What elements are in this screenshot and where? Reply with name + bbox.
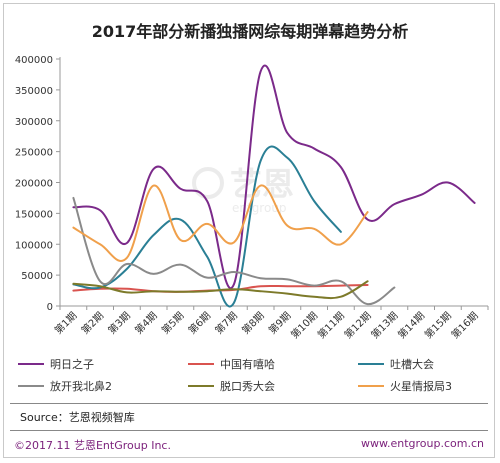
- y-tick-label: 300000: [15, 117, 53, 128]
- legend-swatch: [188, 385, 214, 387]
- legend-item: 放开我北鼻2: [18, 378, 112, 394]
- legend-swatch: [358, 363, 384, 365]
- legend-label: 中国有嘻哈: [220, 358, 275, 371]
- y-tick-label: 0: [47, 302, 53, 313]
- divider: [10, 403, 488, 404]
- legend-item: 明日之子: [18, 356, 94, 372]
- x-tick-label: 第6期: [185, 309, 213, 337]
- divider: [10, 430, 488, 431]
- x-tick-label: 第14期: [395, 309, 427, 341]
- footer-copyright: ©2017.11 艺恩EntGroup Inc.: [14, 439, 171, 452]
- legend-label: 脱口秀大会: [220, 380, 275, 393]
- watermark: 艺恩 entgroup: [192, 165, 294, 215]
- x-tick-label: 第12期: [341, 309, 373, 341]
- series-line-3: [72, 145, 342, 308]
- series-line-5: [72, 280, 369, 300]
- legend-label: 火星情报局3: [390, 380, 452, 393]
- series-line-4: [72, 196, 396, 306]
- y-tick-label: 200000: [15, 179, 53, 190]
- legend-label: 吐槽大会: [390, 358, 434, 371]
- legend-swatch: [188, 363, 214, 365]
- x-tick-label: 第11期: [315, 309, 347, 341]
- watermark-text: 艺恩: [230, 165, 294, 203]
- x-tick-label: 第5期: [159, 309, 187, 337]
- source-text: Source：艺恩视频智库: [20, 411, 135, 424]
- footer-website: www.entgroup.com.cn: [361, 437, 484, 450]
- chart-title: 2017年部分新播独播网综每期弹幕趋势分析: [91, 22, 409, 41]
- legend-label: 放开我北鼻2: [50, 380, 112, 393]
- legend-item: 中国有嘻哈: [188, 356, 275, 372]
- y-tick-label: 50000: [21, 271, 53, 282]
- legend-item: 脱口秀大会: [188, 378, 275, 394]
- y-tick-label: 400000: [15, 55, 53, 66]
- y-tick-label: 350000: [15, 86, 53, 97]
- x-tick-label: 第2期: [78, 309, 106, 337]
- legend-swatch: [18, 385, 44, 387]
- legend-swatch: [358, 385, 384, 387]
- x-tick-label: 第4期: [132, 309, 160, 337]
- x-tick-label: 第7期: [212, 309, 240, 337]
- legend-swatch: [18, 363, 44, 365]
- series-line-1: [72, 64, 476, 289]
- legend-item: 火星情报局3: [358, 378, 452, 394]
- series-line-6: [72, 184, 369, 262]
- x-tick-label: 第15期: [422, 309, 454, 341]
- chart-frame: [3, 3, 495, 458]
- legend-label: 明日之子: [50, 358, 94, 371]
- chart-legend: 明日之子 中国有嘻哈 吐槽大会放开我北鼻2 脱口秀大会 火星情报局3: [18, 356, 488, 400]
- legend-item: 吐槽大会: [358, 356, 434, 372]
- y-tick-label: 150000: [15, 209, 53, 220]
- x-tick-label: 第8期: [239, 309, 267, 337]
- x-tick-label: 第3期: [105, 309, 133, 337]
- x-tick-label: 第16期: [448, 309, 480, 341]
- y-tick-label: 100000: [15, 240, 53, 251]
- x-tick-label: 第1期: [52, 309, 80, 337]
- x-tick-label: 第13期: [368, 309, 400, 341]
- x-tick-label: 第10期: [288, 309, 320, 341]
- entgroup-logo-icon: [192, 167, 224, 199]
- y-tick-label: 250000: [15, 148, 53, 159]
